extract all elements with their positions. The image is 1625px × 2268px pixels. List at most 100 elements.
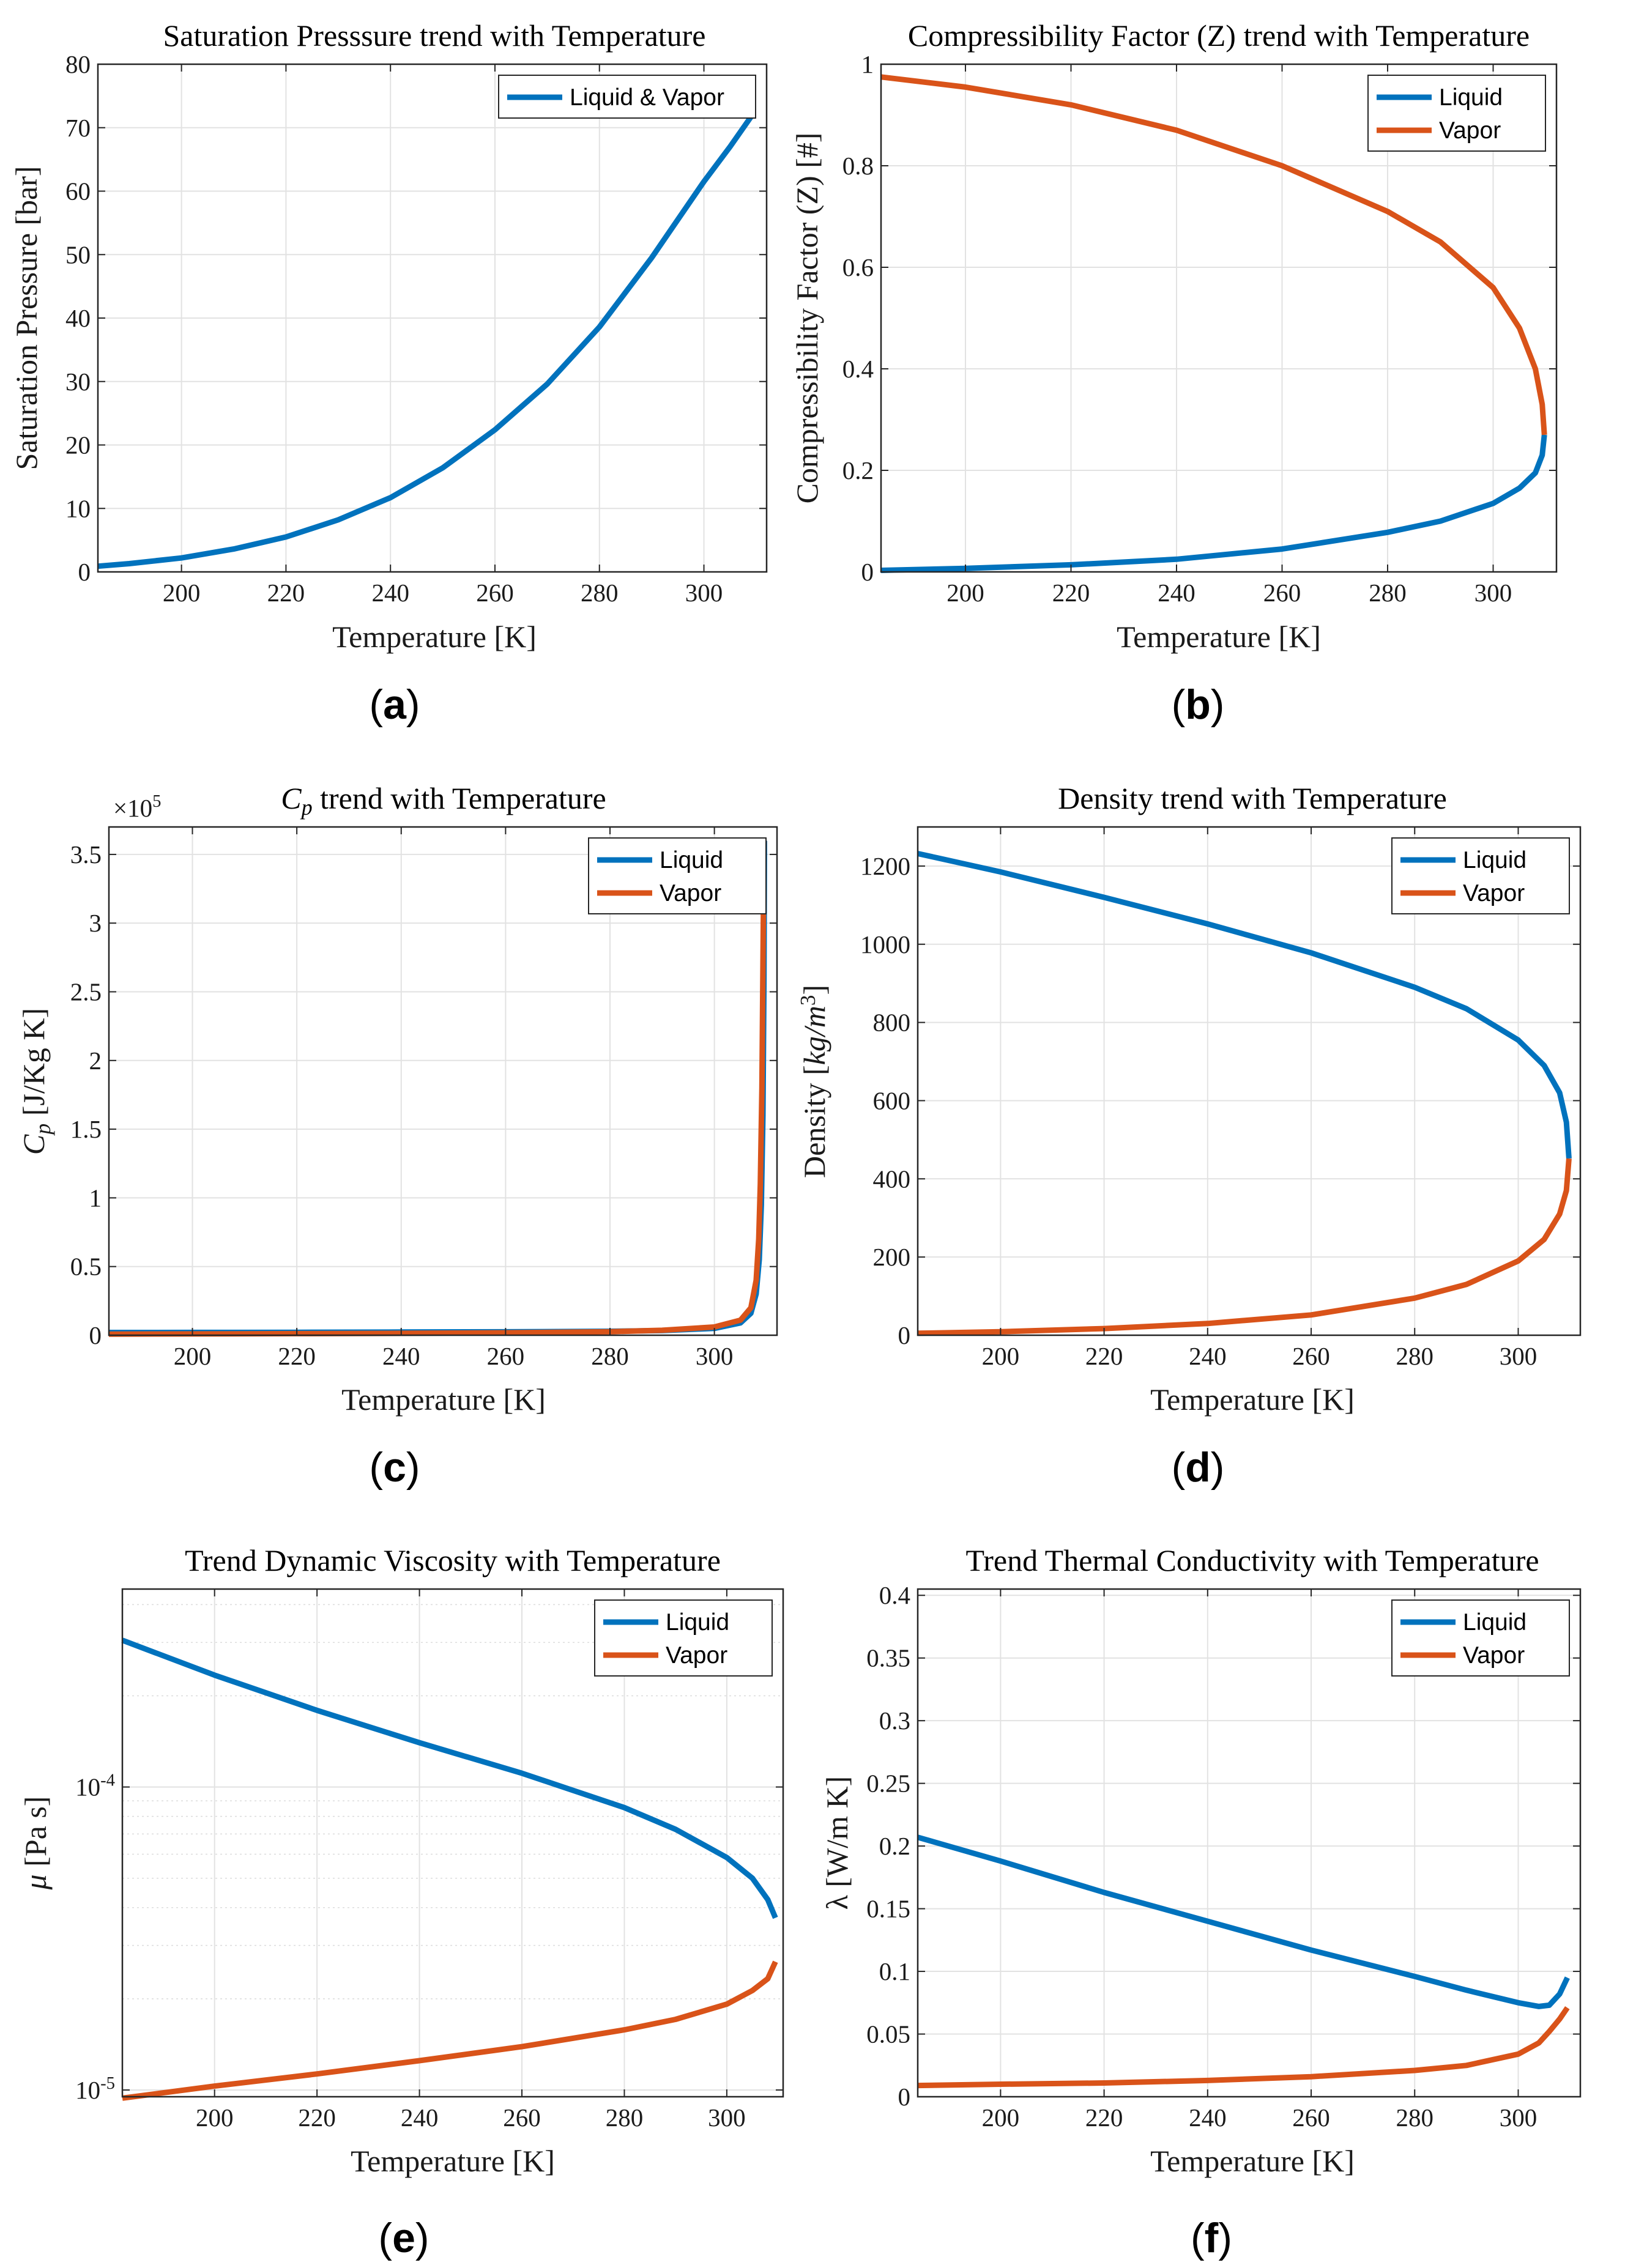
x-tick-label: 260 (1292, 1342, 1330, 1370)
x-tick-label: 220 (267, 579, 305, 607)
x-tick-label: 200 (982, 2103, 1020, 2132)
panel-caption: (c) (369, 1444, 420, 1491)
x-tick-label: 280 (606, 2103, 644, 2132)
x-tick-label: 200 (174, 1342, 212, 1370)
chart-title: Compressibility Factor (Z) trend with Te… (908, 18, 1530, 53)
legend-label: Vapor (660, 880, 721, 906)
chart-panel-f: 200 220 240 260 280 300 0 0.05 0.1 0.15 0.2 0.25 0.3… (820, 1543, 1582, 2261)
y-tick-label: 2 (89, 1047, 102, 1075)
axes-frame (917, 826, 1582, 1336)
y-tick-label: 0.35 (866, 1644, 910, 1672)
panel-caption: (d) (1172, 1444, 1225, 1491)
y-tick-label: 0 (78, 558, 91, 586)
panel-caption: (a) (369, 681, 420, 728)
legend: Liquid Vapor (1367, 75, 1546, 152)
legend: Liquid Vapor (594, 1599, 773, 1677)
y-tick-label: 0 (898, 1321, 911, 1349)
series-line-vapor (108, 840, 767, 1337)
legend: Liquid Vapor (588, 837, 767, 914)
chart-panel-e: 200 220 240 260 280 300 10-5 10-4 Trend Dynamic … (18, 1543, 784, 2261)
chart-title: Trend Dynamic Viscosity with Temperature (185, 1543, 721, 1577)
y-tick-label: 3 (89, 909, 102, 937)
x-tick-label: 220 (1052, 579, 1090, 607)
panel-caption: (e) (378, 2215, 429, 2261)
axes-frame (108, 826, 778, 1336)
legend-label: Vapor (666, 1642, 727, 1669)
axes-frame (917, 1588, 1582, 2098)
y-tick-label: 800 (873, 1009, 911, 1037)
y-tick-label: 0.25 (866, 1770, 910, 1798)
series-line-liquid (917, 851, 1572, 1159)
x-tick-label: 300 (696, 1342, 734, 1370)
x-tick-label: 300 (1500, 2103, 1538, 2132)
x-tick-label: 220 (298, 2103, 336, 2132)
chart-title: Saturation Presssure trend with Temperat… (163, 18, 705, 53)
y-tick-label: 0 (861, 558, 874, 586)
legend-label: Liquid (1463, 847, 1526, 873)
y-tick-label: 20 (65, 431, 91, 459)
legend-label: Liquid & Vapor (570, 84, 724, 111)
y-tick-label: 0 (898, 2083, 911, 2111)
y-tick-label: 0.05 (866, 2020, 910, 2048)
x-tick-label: 300 (1474, 579, 1512, 607)
y-tick-label: 0.4 (879, 1581, 910, 1609)
y-axis-label: Density [kg/m3] (796, 985, 831, 1178)
y-tick-label: 0.2 (842, 456, 874, 484)
x-tick-label: 240 (1189, 2103, 1227, 2132)
y-tick-label: 200 (873, 1243, 911, 1271)
series-line-liquid-vapor (97, 111, 756, 569)
legend-box (1367, 75, 1546, 152)
x-axis-label: Temperature [K] (332, 620, 537, 654)
x-axis-label: Temperature [K] (1150, 1382, 1355, 1417)
x-tick-label: 260 (503, 2103, 541, 2132)
axes-frame (121, 1588, 784, 2098)
legend-box (588, 837, 767, 914)
x-tick-label: 300 (685, 579, 723, 607)
legend-label: Liquid (1439, 84, 1503, 111)
y-tick-label: 0.4 (842, 355, 874, 383)
series-line-vapor (917, 2006, 1570, 2089)
chart-title: Cp trend with Temperature (281, 781, 606, 820)
y-tick-label: 0.2 (879, 1832, 910, 1860)
x-tick-label: 260 (487, 1342, 525, 1370)
series-line-liquid (917, 1834, 1570, 2009)
x-tick-label: 200 (946, 579, 984, 607)
y-axis-label: Cp [J/Kg K] (17, 1008, 55, 1155)
y-tick-label: 0.1 (879, 1957, 910, 1985)
legend-label: Liquid (666, 1609, 729, 1636)
legend: Liquid & Vapor (498, 75, 756, 119)
series-line-liquid (880, 434, 1547, 573)
x-axis-label: Temperature [K] (351, 2144, 555, 2178)
x-tick-label: 280 (1396, 1342, 1434, 1370)
chart-panel-c: 200 220 240 260 280 300 0 0.5 1 1.5 2 2.5 3 3.5 ×105 Cp… (17, 781, 778, 1491)
x-tick-label: 260 (1292, 2103, 1330, 2132)
y-tick-label: 70 (65, 114, 91, 142)
x-axis-label: Temperature [K] (1117, 620, 1321, 654)
legend: Liquid Vapor (1391, 837, 1570, 914)
legend-box (1391, 1599, 1570, 1677)
series-line-vapor (917, 1158, 1572, 1336)
legend-label: Liquid (660, 847, 723, 873)
x-tick-label: 240 (382, 1342, 420, 1370)
y-tick-label: 1 (89, 1184, 102, 1212)
y-axis-label: Saturation Pressure [bar] (9, 166, 43, 470)
x-tick-label: 220 (278, 1342, 316, 1370)
y-tick-label: 0.6 (842, 253, 874, 281)
legend-label: Vapor (1439, 117, 1501, 144)
legend-box (1391, 837, 1570, 914)
y-tick-label: 40 (65, 304, 91, 332)
chart-title: Density trend with Temperature (1058, 781, 1447, 815)
x-tick-label: 280 (1396, 2103, 1434, 2132)
legend-box (594, 1599, 773, 1677)
x-tick-label: 220 (1085, 1342, 1123, 1370)
x-tick-label: 280 (581, 579, 619, 607)
y-axis-label: μ [Pa s] (18, 1796, 53, 1891)
axes-frame (880, 63, 1558, 573)
chart-panel-a: 200 220 240 260 280 300 0 10 20 30 40 50 60 70 80 Satur… (9, 18, 768, 728)
y-tick-label: 1200 (860, 852, 910, 880)
x-axis-label: Temperature [K] (341, 1382, 546, 1417)
legend-label: Vapor (1463, 1642, 1525, 1669)
y-tick-label: 1000 (860, 930, 910, 958)
y-tick-label: 50 (65, 240, 91, 269)
